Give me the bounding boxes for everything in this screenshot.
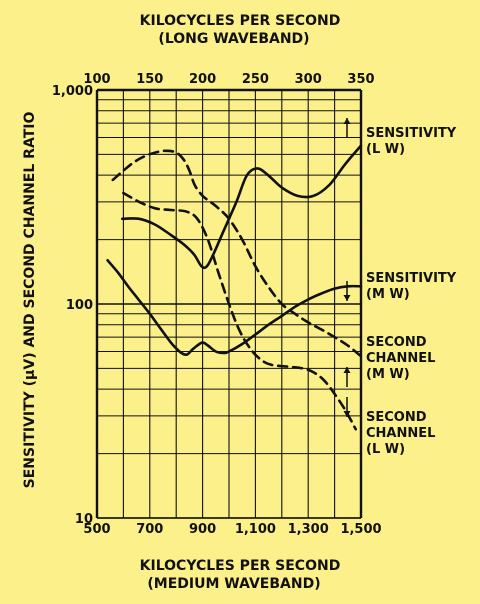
bottom-axis-title-line1: KILOCYCLES PER SECOND (140, 558, 341, 574)
series-label-second-channel-mw: (M W) (366, 367, 410, 382)
series-arrowhead-second-channel-lw (343, 411, 351, 417)
series-label-second-channel-mw: SECOND (366, 335, 427, 350)
series-label-second-channel-mw: CHANNEL (366, 351, 435, 366)
bottom-axis-tick-label: 500 (83, 522, 110, 537)
top-axis-title-line1: KILOCYCLES PER SECOND (140, 13, 341, 29)
top-axis-tick-label: 150 (136, 72, 163, 87)
series-label-sensitivity-lw: (L W) (366, 142, 405, 157)
top-axis-tick-label: 200 (189, 72, 216, 87)
series-arrowhead-sensitivity-lw (343, 118, 351, 124)
series-layer (106, 144, 363, 431)
bottom-axis-title-line2: (MEDIUM WAVEBAND) (147, 576, 320, 592)
bottom-axis-tick-label: 900 (189, 522, 216, 537)
series-label-sensitivity-mw: SENSITIVITY (366, 271, 457, 286)
bottom-axis-tick-label: 1,100 (235, 522, 276, 537)
y-axis-title: SENSITIVITY (μV) AND SECOND CHANNEL RATI… (22, 112, 38, 489)
series-label-sensitivity-mw: (M W) (366, 287, 410, 302)
series-arrowhead-sensitivity-mw (343, 295, 351, 301)
top-axis-title-line2: (LONG WAVEBAND) (158, 31, 309, 47)
top-axis-tick-label: 350 (347, 72, 374, 87)
top-axis-tick-label: 300 (295, 72, 322, 87)
text-layer: KILOCYCLES PER SECOND (LONG WAVEBAND) KI… (22, 13, 457, 592)
series-line-second-channel-lw (122, 191, 357, 431)
arrow-layer (343, 118, 351, 417)
series-line-sensitivity-mw (106, 259, 363, 357)
series-label-second-channel-lw: (L W) (366, 442, 405, 457)
series-arrowhead-second-channel-mw (343, 367, 351, 373)
y-axis-tick-label: 10 (75, 512, 93, 527)
y-axis-tick-label: 100 (66, 298, 93, 313)
series-label-second-channel-lw: SECOND (366, 410, 427, 425)
bottom-axis-tick-label: 700 (136, 522, 163, 537)
series-line-second-channel-mw (111, 149, 363, 358)
bottom-axis-tick-label: 1,500 (340, 522, 381, 537)
y-axis-tick-label: 1,000 (52, 84, 93, 99)
series-label-second-channel-lw: CHANNEL (366, 426, 435, 441)
bottom-axis-tick-label: 1,300 (288, 522, 329, 537)
top-axis-tick-label: 100 (83, 72, 110, 87)
series-label-sensitivity-lw: SENSITIVITY (366, 126, 457, 141)
grid (95, 88, 363, 519)
series-line-sensitivity-lw (121, 144, 363, 270)
top-axis-tick-label: 250 (242, 72, 269, 87)
